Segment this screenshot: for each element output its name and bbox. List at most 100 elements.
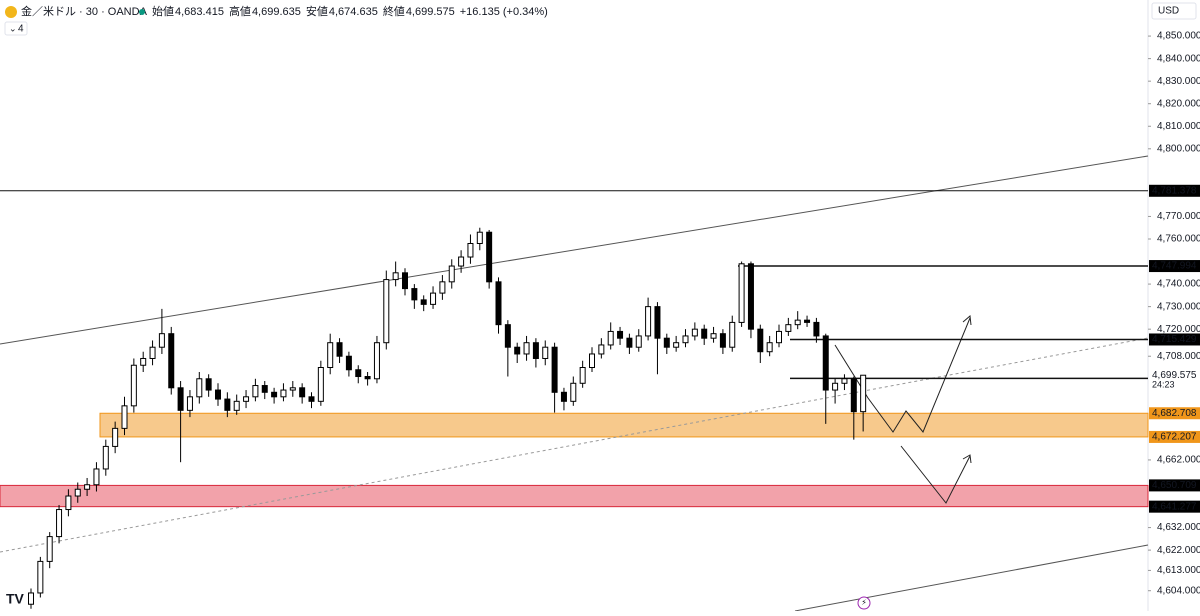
candle-body <box>710 333 717 339</box>
candle-body <box>158 333 165 348</box>
candle-body <box>364 376 371 380</box>
candle-body <box>149 346 156 359</box>
candle-body <box>102 445 109 470</box>
candle-body <box>317 367 324 402</box>
last-price-tag <box>1149 369 1200 392</box>
candle-body <box>747 263 754 330</box>
candle-body <box>93 468 100 486</box>
candle-body <box>439 281 446 294</box>
candle-body <box>56 509 63 538</box>
ohlc-name: 安値 <box>306 4 328 18</box>
candle-body <box>850 378 857 413</box>
candle-body <box>523 342 530 355</box>
trend-line <box>794 544 1149 612</box>
candle-body <box>738 263 745 323</box>
candle-body <box>345 355 352 371</box>
candle-body <box>804 319 811 323</box>
candle-body <box>233 400 240 411</box>
y-tick-label: 4,800.000 <box>1157 143 1200 154</box>
candle-body <box>168 333 175 389</box>
candle-body <box>186 396 193 411</box>
currency: USD <box>1158 6 1179 17</box>
candle-body <box>74 488 81 497</box>
candle-body <box>766 342 773 353</box>
candle-body <box>645 306 652 337</box>
candle-body <box>411 288 418 301</box>
candle-body <box>130 364 137 407</box>
ohlc-value: 4,699.575 <box>406 6 455 18</box>
candle-body <box>514 346 521 355</box>
candles <box>28 227 867 609</box>
candle-body <box>140 357 147 366</box>
candle-body <box>663 337 670 348</box>
candle-body <box>402 272 408 290</box>
candle-body <box>560 391 567 402</box>
zones <box>0 412 1149 508</box>
y-tick-label: 4,830.000 <box>1157 76 1200 87</box>
price-tag <box>1149 184 1200 197</box>
indicator-toggle[interactable] <box>4 21 28 36</box>
candle-body <box>841 378 848 384</box>
y-tick-label: 4,810.000 <box>1157 121 1200 132</box>
candle-body <box>757 328 764 353</box>
event-icon: ⚡ <box>861 598 867 607</box>
logo: TV <box>6 591 25 607</box>
candle-body <box>420 299 427 305</box>
candle-body <box>794 319 801 326</box>
y-tick-label: 4,604.000 <box>1157 585 1200 596</box>
price-tag <box>1149 333 1200 346</box>
price-tag-label: 4,682.708 <box>1152 408 1197 419</box>
price-tag-label: 4,641.277 <box>1152 501 1197 512</box>
candle-body <box>813 321 820 337</box>
candle-body <box>598 344 605 355</box>
candle-body <box>289 387 296 391</box>
candle-body <box>589 353 595 369</box>
forecast-path <box>900 445 971 504</box>
levels <box>0 190 1148 380</box>
last-price-label: 4,699.575 <box>1152 370 1197 381</box>
event-marker[interactable] <box>857 596 871 610</box>
candle-body <box>243 396 250 402</box>
ohlc-name: 高値 <box>229 4 251 18</box>
candle-body <box>46 536 53 562</box>
candle-body <box>635 335 642 348</box>
y-tick-label: 4,840.000 <box>1157 53 1200 64</box>
price-tag <box>1149 479 1200 492</box>
price-tag-label: 4,650.709 <box>1152 480 1197 491</box>
candle-body <box>355 369 362 378</box>
ohlc-value: 4,683.415 <box>175 6 224 18</box>
y-tick-label: 4,662.000 <box>1157 455 1200 466</box>
candle-body <box>617 330 624 339</box>
symbol-icon <box>5 6 17 18</box>
candle-body <box>504 324 511 348</box>
currency-button[interactable] <box>1151 2 1197 20</box>
price-tag-label: 4,781.378 <box>1152 185 1197 196</box>
y-tick-label: 4,613.000 <box>1157 565 1200 576</box>
candle-body <box>785 324 792 332</box>
candle-body <box>299 387 306 398</box>
candle-body <box>860 374 867 413</box>
candle-body <box>280 389 287 398</box>
candle-body <box>607 330 614 346</box>
candle-body <box>673 342 680 348</box>
candle-body <box>476 231 483 244</box>
y-tick-label: 4,770.000 <box>1157 211 1200 222</box>
candle-body <box>196 378 203 398</box>
price-axis: 4,850.000 4,840.000 4,830.000 4,820.000 4,81… <box>1148 31 1200 596</box>
candle-body <box>570 382 577 402</box>
y-tick-label: 4,720.000 <box>1157 324 1200 335</box>
candle-body <box>719 333 726 348</box>
candle-body <box>486 231 493 283</box>
price-tag-label: 4,747.994 <box>1152 261 1197 272</box>
candle-body <box>65 495 72 511</box>
countdown: 24:23 <box>1152 380 1175 390</box>
arrow-head <box>962 454 972 464</box>
y-tick-label: 4,850.000 <box>1157 31 1200 42</box>
candle-body <box>579 367 586 384</box>
arrow-head <box>962 315 972 326</box>
zone <box>99 412 1149 438</box>
candle-body <box>701 328 708 339</box>
y-tick-label: 4,740.000 <box>1157 279 1200 290</box>
